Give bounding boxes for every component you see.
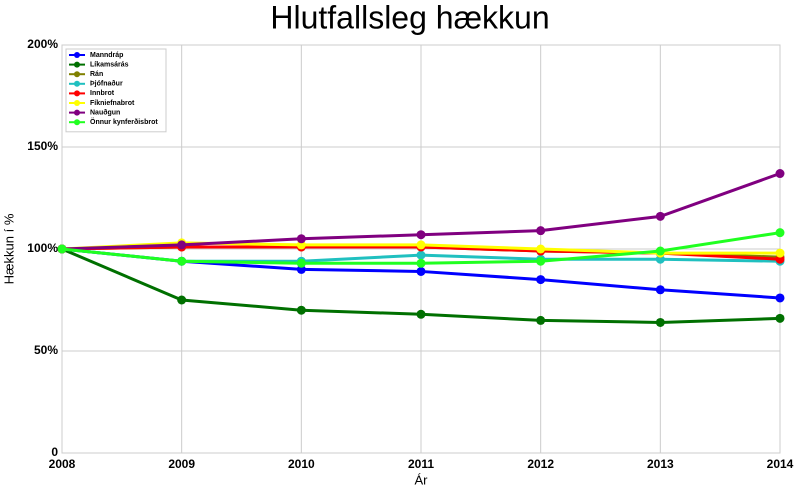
- data-point: [57, 244, 67, 254]
- x-tick-label: 2010: [288, 457, 315, 471]
- legend-marker: [74, 80, 80, 87]
- x-tick-label: 2008: [49, 457, 76, 471]
- data-point: [655, 246, 665, 256]
- data-point: [296, 305, 306, 315]
- legend-marker: [74, 71, 80, 78]
- data-point: [296, 258, 306, 268]
- data-point: [775, 248, 785, 258]
- legend-marker: [74, 61, 80, 68]
- data-point: [536, 315, 546, 325]
- legend-label: Innbrot: [90, 90, 115, 97]
- data-point: [536, 226, 546, 236]
- legend-label: Líkamsárás: [90, 61, 129, 68]
- y-tick-label: 50%: [34, 343, 58, 357]
- y-tick-label: 100%: [27, 241, 58, 255]
- data-point: [416, 309, 426, 319]
- data-point: [416, 230, 426, 240]
- data-point: [177, 295, 187, 305]
- data-point: [177, 256, 187, 266]
- legend-label: Rán: [90, 71, 103, 78]
- data-point: [416, 266, 426, 276]
- data-point: [775, 293, 785, 303]
- legend-marker: [74, 90, 80, 97]
- data-point: [655, 317, 665, 327]
- y-axis-label: Hækkun í %: [1, 213, 16, 284]
- chart-title: Hlutfallsleg hækkun: [270, 0, 549, 35]
- legend-marker: [74, 119, 80, 126]
- data-point: [655, 211, 665, 221]
- y-tick-label: 200%: [27, 37, 58, 51]
- data-point: [775, 169, 785, 179]
- legend-marker: [74, 100, 80, 106]
- y-tick-label: 0: [51, 445, 58, 459]
- data-point: [416, 240, 426, 250]
- legend-marker: [74, 52, 80, 58]
- legend-marker: [74, 109, 80, 116]
- legend-label: Önnur kynferðisbrot: [90, 117, 158, 126]
- legend-label: Nauðgun: [90, 108, 120, 116]
- legend-label: Þjófnaður: [90, 80, 123, 88]
- legend-label: Manndráp: [90, 52, 123, 59]
- x-tick-label: 2011: [408, 457, 434, 471]
- legend-label: Fíkniefnabrot: [90, 100, 135, 107]
- data-point: [416, 258, 426, 268]
- data-point: [536, 244, 546, 254]
- data-point: [177, 240, 187, 250]
- legend-box: [65, 48, 167, 133]
- data-point: [536, 275, 546, 285]
- y-tick-label: 150%: [27, 139, 58, 153]
- data-point: [655, 285, 665, 295]
- x-tick-label: 2012: [527, 457, 554, 471]
- data-point: [536, 256, 546, 266]
- x-axis-label: Ár: [415, 472, 429, 487]
- data-point: [775, 228, 785, 238]
- data-point: [775, 313, 785, 323]
- x-tick-label: 2014: [767, 457, 794, 471]
- data-point: [296, 234, 306, 244]
- x-tick-label: 2013: [647, 457, 674, 471]
- data-point: [416, 250, 426, 260]
- x-tick-label: 2009: [168, 457, 195, 471]
